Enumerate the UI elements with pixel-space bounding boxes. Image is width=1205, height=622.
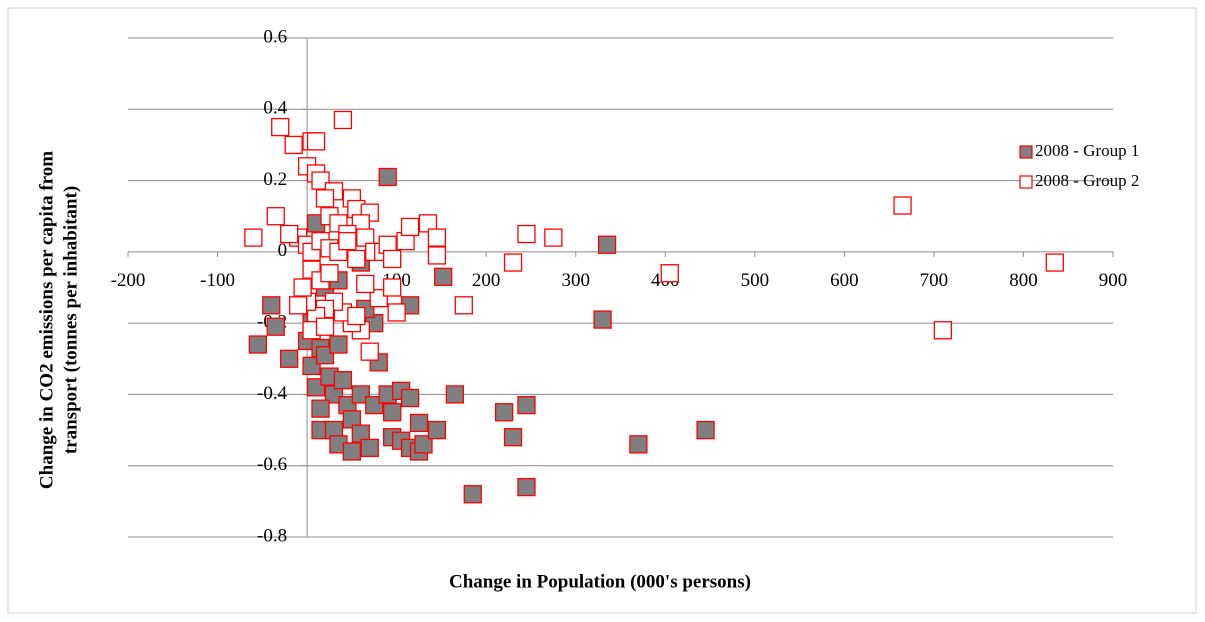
x-tick-label: 600 [830,270,859,291]
scatter-point [427,420,447,440]
scatter-point [342,442,362,461]
scatter-point [503,253,523,272]
x-tick-label: -200 [111,270,146,291]
scatter-point [333,371,353,390]
y-tick-label: -0.4 [257,383,288,404]
y-axis-title: Change in CO2 emissions per capita from … [36,151,81,489]
scatter-point [280,349,299,368]
x-tick-label: 500 [741,270,770,291]
scatter-point [409,413,429,433]
scatter-point [503,428,523,447]
scatter-point [360,438,379,458]
scatter-point [311,171,330,190]
y-axis-title-line: transport (tonnes per inhabitant) [60,186,81,454]
scatter-point [400,217,420,237]
y-tick-label: -0.8 [257,525,287,546]
scatter-point [544,228,563,247]
legend-marker [1019,145,1033,159]
scatter-point [302,356,321,376]
scatter-point [383,249,402,269]
scatter-point [329,335,348,354]
scatter-point [517,395,536,415]
scatter-point [280,224,299,244]
scatter-point [378,167,397,187]
y-tick-label: -0.6 [257,454,287,475]
x-tick-label: 800 [1009,270,1038,291]
scatter-point [311,399,330,418]
x-tick-label: 200 [472,270,501,291]
scatter-point [347,249,366,269]
x-tick-label: -100 [200,270,235,291]
x-tick-label: 700 [920,270,949,291]
scatter-point [284,135,303,155]
scatter-point [306,132,326,151]
scatter-point [427,246,447,265]
legend-label: 2008 - Group 1 [1035,141,1139,160]
scatter-point [383,278,402,297]
scatter-point [262,296,281,315]
scatter-point [271,117,290,137]
legend-label: 2008 - Group 2 [1035,171,1139,190]
scatter-point [517,477,536,497]
scatter-point [445,385,464,404]
scatter-point [306,378,326,397]
scatter-point [597,235,617,254]
scatter-point [315,346,335,365]
x-tick-label: 900 [1099,270,1128,291]
scatter-point [244,228,263,247]
scatter-point [893,196,912,215]
x-axis-title: Change in Population (000's persons) [449,571,751,592]
y-tick-label: 0.4 [263,98,287,119]
scatter-point [266,207,285,226]
y-tick-label: 0.2 [263,169,287,190]
scatter-point [315,317,335,336]
scatter-point [338,232,357,251]
scatter-point [351,385,370,404]
chart-frame [7,7,1197,614]
scatter-point [454,296,473,315]
scatter-point [266,317,285,336]
scatter-point [593,310,612,329]
scatter-point [360,342,379,361]
scatter-point [365,395,384,415]
scatter-point [414,435,433,454]
y-tick-label: 0 [278,240,288,261]
scatter-point [356,274,375,294]
scatter-point [660,264,679,283]
scatter-point [933,321,953,340]
scatter-point [248,335,267,354]
legend-marker [1019,175,1033,189]
scatter-point [629,435,648,454]
scatter-point [383,403,402,422]
scatter-point [288,296,308,315]
scatter-point [320,264,339,283]
x-tick-label: 300 [561,270,590,291]
scatter-point [369,289,388,308]
scatter-point [696,420,715,440]
scatter-point [463,485,482,504]
scatter-point [494,403,514,422]
scatter-point [315,189,335,208]
scatter-point [333,110,353,130]
scatter-point [1045,253,1064,272]
y-tick-label: 0.6 [263,26,287,47]
scatter-point [293,278,312,297]
scatter-point [434,267,453,286]
scatter-point [517,224,536,244]
scatter-point [400,388,420,408]
scatter-point [387,303,406,322]
scatter-point [347,306,366,326]
scatter-point [427,228,447,247]
y-axis-title-line: Change in CO2 emissions per capita from [36,151,57,489]
